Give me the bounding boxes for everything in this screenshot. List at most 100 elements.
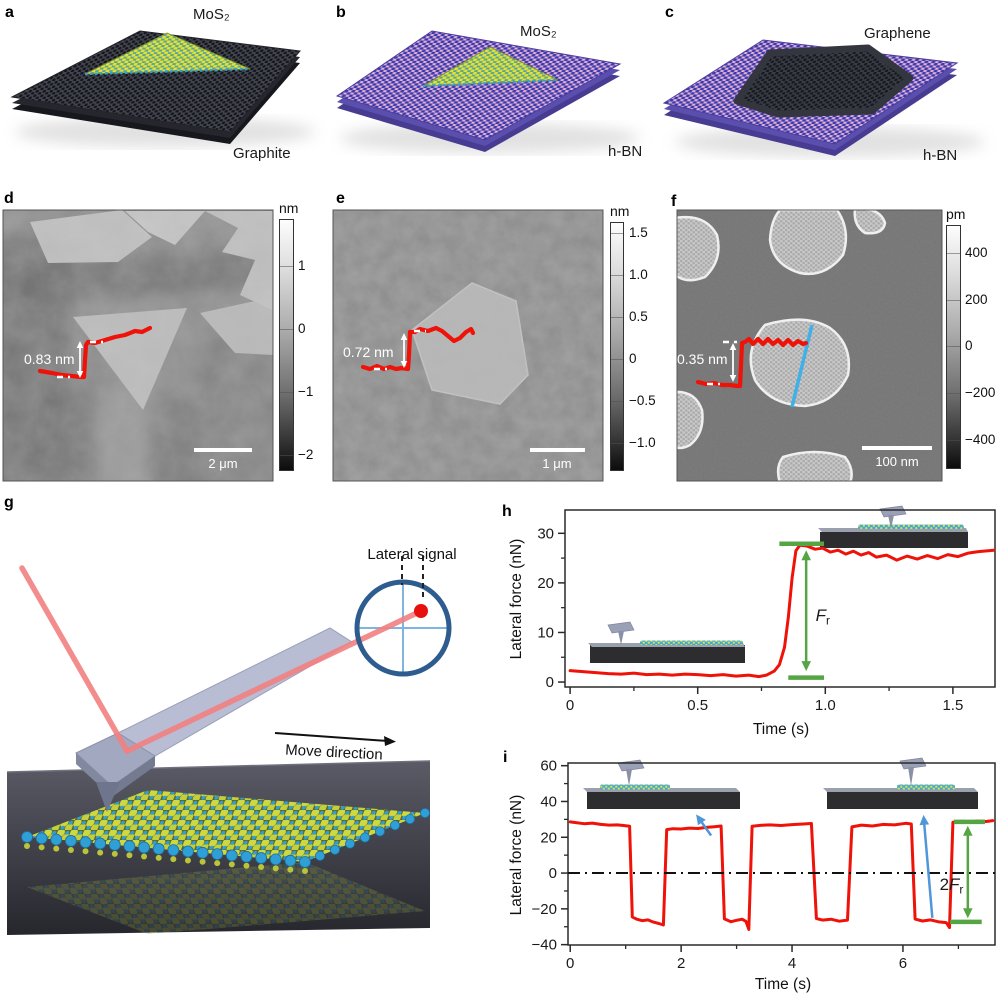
move-direction-arrow	[274, 732, 389, 742]
colorbar-tick-label: −2	[298, 446, 314, 462]
panel-label-e: e	[336, 190, 345, 207]
colorbar-tick	[280, 265, 293, 267]
hbn-sheet-b	[335, 30, 622, 141]
atom-spheres	[21, 807, 430, 874]
svg-text:30: 30	[537, 525, 554, 542]
svg-text:10: 10	[537, 624, 554, 641]
svg-text:4: 4	[788, 955, 796, 972]
svg-text:−20: −20	[532, 901, 557, 918]
h-x-axis-label: Time (s)	[752, 721, 810, 738]
svg-text:0: 0	[566, 697, 574, 710]
colorbar-gradient-e	[610, 222, 624, 471]
colorbar-tick	[280, 391, 293, 393]
colorbar-tick-label: 1.5	[629, 225, 648, 241]
material-label-graphene: Graphene	[864, 25, 931, 42]
chart-h: 0 0.5 1.0 1.5 0 10 20 30 Fr	[537, 505, 996, 710]
material-label-mos2-a: MoS₂	[193, 6, 230, 23]
colorbar-tick	[280, 328, 293, 330]
colorbar-tick-label: 0	[298, 320, 306, 336]
afm-image-f	[676, 209, 943, 482]
colorbar-tick	[947, 346, 960, 348]
colorbar-tick	[611, 359, 623, 361]
svg-text:6: 6	[899, 955, 907, 972]
moire-section-line	[790, 324, 814, 408]
colorbar-e: nm 1.5 1.0 0.5 0 −0.5 −1.0	[610, 203, 656, 471]
svg-text:0: 0	[566, 955, 574, 972]
colorbar-tick-label: 400	[965, 244, 988, 260]
svg-text:60: 60	[540, 758, 557, 775]
height-profile-line	[695, 336, 809, 389]
panel-label-g: g	[4, 494, 14, 511]
mos2-flake-b	[422, 46, 559, 87]
afm-tip	[96, 782, 120, 812]
graphene-flake-c	[733, 44, 914, 118]
colorbar-tick-label: 0	[965, 338, 973, 354]
panel-label-i: i	[503, 749, 508, 766]
colorbar-tick	[947, 393, 960, 395]
inset-tip-on-substrate	[588, 621, 745, 663]
colorbar-d: nm 1 0 −1 −2	[279, 200, 313, 471]
material-label-hbn-c: h-BN	[923, 147, 958, 164]
colorbar-tick-label: 1	[298, 258, 306, 273]
colorbar-tick	[611, 317, 623, 319]
graphene-island	[776, 450, 853, 481]
lateral-signal-label: Lateral signal	[367, 546, 457, 563]
svg-text:Fr: Fr	[816, 606, 830, 628]
inset-tip-on-flake-left	[583, 759, 740, 809]
panel-label-c: c	[665, 4, 674, 21]
laser-beam-incoming	[19, 565, 130, 754]
panel-a-illustration	[10, 30, 315, 147]
panel-label-a: a	[5, 4, 14, 21]
colorbar-tick	[611, 233, 623, 235]
laser-spot	[414, 604, 428, 618]
colorbar-tick-label: 1.0	[629, 267, 648, 283]
h-y-axis-label: Lateral force (nN)	[508, 538, 525, 660]
i-y-axis-label: Lateral force (nN)	[508, 794, 525, 916]
step-height-label-e: 0.72 nm	[343, 344, 394, 360]
mos2-flake-a	[84, 32, 251, 75]
svg-text:0: 0	[549, 865, 557, 882]
svg-text:0: 0	[546, 674, 554, 691]
afm-image-d	[2, 209, 274, 482]
scale-bar-e	[530, 448, 585, 452]
inset-tip-on-flake-right	[823, 757, 978, 809]
colorbar-tick-label: −0.5	[629, 393, 656, 409]
colorbar-unit-e: nm	[610, 203, 630, 219]
svg-text:1.0: 1.0	[815, 697, 836, 710]
inset-tip-on-flake	[818, 505, 968, 548]
panel-label-d: d	[4, 190, 14, 207]
graphite-sheet	[10, 30, 301, 133]
panel-b-illustration	[335, 30, 640, 153]
chart-i: 0 2 4 6 −40 −20 0 20 40 60 2Fr	[532, 757, 996, 972]
colorbar-gradient-f	[946, 225, 961, 469]
graphene-island	[853, 210, 887, 235]
svg-text:0.5: 0.5	[687, 697, 708, 710]
svg-text:20: 20	[540, 829, 557, 846]
material-label-hbn-b: h-BN	[608, 143, 643, 160]
colorbar-gradient-d	[279, 219, 294, 471]
colorbar-tick	[611, 401, 623, 403]
colorbar-tick	[947, 252, 960, 254]
colorbar-tick-label: 0.5	[629, 309, 648, 325]
svg-text:20: 20	[537, 575, 554, 592]
colorbar-tick	[611, 443, 623, 445]
step-height-label-f: 0.35 nm	[677, 351, 728, 367]
svg-text:1.5: 1.5	[942, 697, 963, 710]
i-x-axis-label: Time (s)	[754, 976, 812, 993]
afm-schematic	[6, 556, 452, 935]
material-label-mos2-b: MoS₂	[520, 23, 557, 40]
afm-image-e	[332, 209, 604, 482]
laser-beam-reflected	[124, 608, 424, 754]
colorbar-tick	[947, 439, 960, 441]
scale-bar-label-e: 1 μm	[542, 456, 572, 471]
graphene-island	[677, 215, 720, 282]
svg-text:−40: −40	[532, 937, 557, 954]
scale-bar-label-d: 2 μm	[208, 456, 238, 471]
scale-bar-f	[862, 446, 932, 450]
svg-text:2: 2	[677, 955, 685, 972]
material-label-graphite: Graphite	[233, 145, 291, 162]
height-profile-line	[37, 325, 153, 380]
colorbar-unit-f: pm	[946, 206, 966, 222]
svg-text:40: 40	[540, 793, 557, 810]
